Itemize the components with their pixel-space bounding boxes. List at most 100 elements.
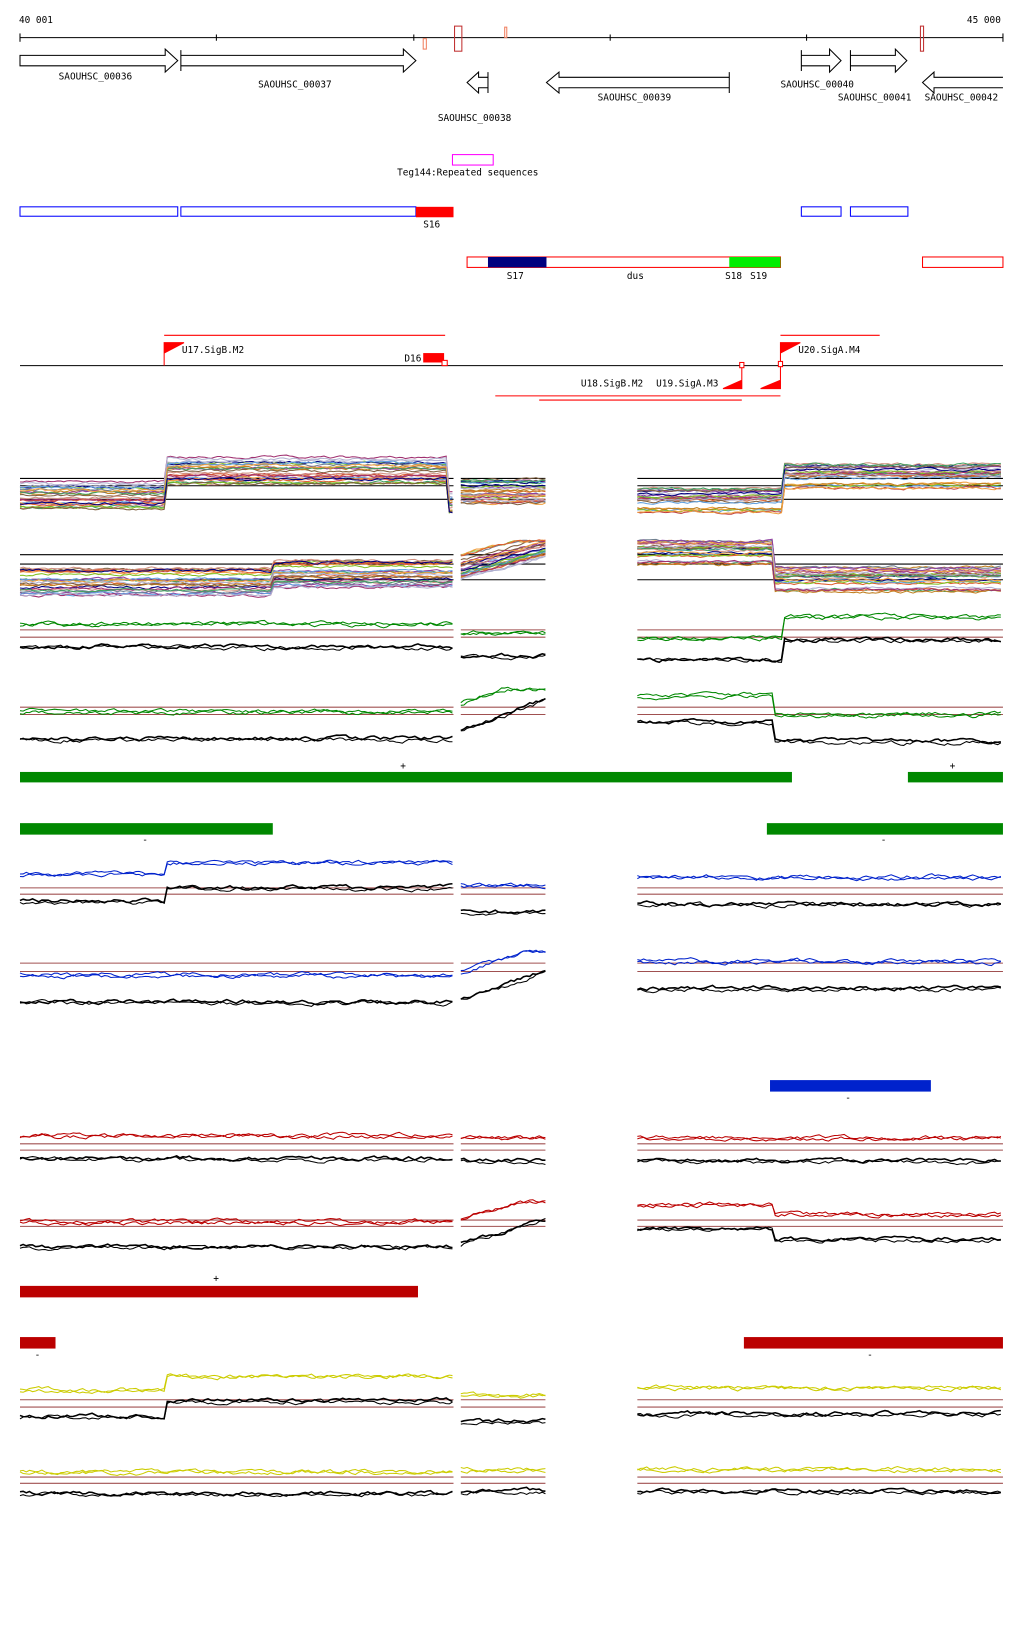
promoter-label-u18: U18.SigB.M2 xyxy=(581,378,643,389)
repeat-region[interactable] xyxy=(451,154,494,166)
expression-trace xyxy=(460,1421,546,1426)
expression-trace xyxy=(460,1159,546,1165)
expression-trace xyxy=(637,1465,1001,1474)
segment-s17[interactable] xyxy=(487,256,547,268)
expression-trace xyxy=(19,562,453,576)
segment-label-s19: S19 xyxy=(750,271,767,282)
expression-trace xyxy=(637,538,1002,572)
gene-arrow-00037[interactable] xyxy=(180,47,417,74)
expression-trace xyxy=(460,539,546,557)
expression-trace xyxy=(637,638,1002,663)
expression-trace xyxy=(19,1243,453,1251)
expression-trace xyxy=(19,568,453,582)
promoter-flag-u19[interactable] xyxy=(722,365,743,390)
green-minus-bar[interactable] xyxy=(766,823,1003,835)
expression-trace xyxy=(637,1226,1001,1244)
green-plus-bar[interactable] xyxy=(20,771,792,783)
expression-trace xyxy=(19,466,453,506)
expression-trace xyxy=(637,1226,1001,1243)
feature-marker[interactable] xyxy=(422,38,427,50)
expression-trace xyxy=(19,1373,453,1393)
expression-trace xyxy=(637,469,1001,499)
expression-trace xyxy=(460,552,546,575)
feature-marker[interactable] xyxy=(504,26,508,39)
promoter-flag-u18[interactable] xyxy=(760,365,781,390)
gene-label: SAOUHSC_00042 xyxy=(925,92,999,103)
expression-trace xyxy=(19,1154,453,1162)
terminator-d16[interactable] xyxy=(423,353,445,363)
segment-s18-s19[interactable] xyxy=(729,256,781,268)
expression-trace xyxy=(460,493,546,498)
expression-trace xyxy=(19,972,453,980)
expression-trace xyxy=(637,473,1001,502)
feature-marker[interactable] xyxy=(454,25,463,52)
blue-minus-bar[interactable] xyxy=(770,1080,931,1092)
expression-trace xyxy=(19,560,453,574)
red-plus-bar[interactable] xyxy=(20,1285,418,1298)
red-minus-bar[interactable] xyxy=(20,1337,56,1349)
expression-trace xyxy=(460,493,546,498)
expression-trace xyxy=(460,548,546,572)
expression-trace xyxy=(460,1466,546,1474)
expression-trace xyxy=(637,1158,1001,1166)
strand-mark: - xyxy=(142,835,148,846)
expression-trace xyxy=(460,479,546,484)
expression-trace xyxy=(19,1491,453,1498)
red-minus-bar[interactable] xyxy=(743,1337,1003,1349)
strand-mark: - xyxy=(867,1350,873,1361)
segment-s16[interactable] xyxy=(415,206,454,218)
expression-trace xyxy=(460,1393,546,1399)
gene-arrow-00041[interactable] xyxy=(849,47,908,74)
expression-trace xyxy=(460,1199,546,1221)
gene-arrow-00036[interactable] xyxy=(19,47,179,74)
green-plus-bar[interactable] xyxy=(907,771,1003,783)
segment[interactable] xyxy=(849,206,909,217)
expression-trace xyxy=(637,1156,1001,1164)
gene-arrow-00039[interactable] xyxy=(545,70,730,95)
expression-trace xyxy=(19,462,453,502)
expression-trace xyxy=(460,698,546,732)
promoter-flag-u17[interactable] xyxy=(163,342,185,366)
gene-arrow-00038[interactable] xyxy=(466,70,489,95)
expression-trace xyxy=(460,970,546,1000)
expression-trace xyxy=(19,1133,453,1140)
expression-trace xyxy=(460,542,546,566)
gene-label: SAOUHSC_00040 xyxy=(780,80,854,91)
promoter-flag-u20[interactable] xyxy=(779,342,801,366)
expression-trace xyxy=(19,1469,453,1477)
expression-trace xyxy=(19,707,453,715)
expression-trace xyxy=(637,691,1002,717)
expression-trace xyxy=(460,483,546,488)
expression-trace xyxy=(637,1201,1002,1217)
expression-trace xyxy=(19,1398,453,1420)
segment[interactable] xyxy=(180,206,417,217)
expression-trace xyxy=(19,644,453,652)
expression-trace xyxy=(19,475,453,513)
expression-trace xyxy=(460,550,546,575)
expression-trace xyxy=(460,552,546,576)
axis-start-label: 40 001 xyxy=(19,15,53,26)
expression-trace xyxy=(19,564,453,577)
expression-trace xyxy=(637,544,1001,577)
expression-trace xyxy=(19,884,453,905)
gene-arrow-00042[interactable] xyxy=(921,70,1003,95)
expression-trace xyxy=(637,547,1001,580)
feature-marker[interactable] xyxy=(919,25,925,52)
expression-trace xyxy=(460,1391,546,1398)
segment[interactable] xyxy=(800,206,842,217)
expression-trace xyxy=(637,875,1002,882)
expression-trace xyxy=(19,473,453,514)
expression-trace xyxy=(637,694,1001,719)
segment[interactable] xyxy=(19,206,179,217)
expression-trace xyxy=(19,476,453,514)
segment[interactable] xyxy=(921,256,1004,268)
expression-trace xyxy=(460,686,546,706)
promoter-label-u17: U17.SigB.M2 xyxy=(182,345,244,356)
expression-trace xyxy=(460,487,546,492)
expression-trace xyxy=(460,1135,546,1140)
green-minus-bar[interactable] xyxy=(20,823,273,835)
expression-trace xyxy=(460,1217,546,1247)
expression-trace xyxy=(19,1217,453,1225)
gene-arrow-00040[interactable] xyxy=(800,47,842,74)
expression-trace xyxy=(460,1417,546,1424)
